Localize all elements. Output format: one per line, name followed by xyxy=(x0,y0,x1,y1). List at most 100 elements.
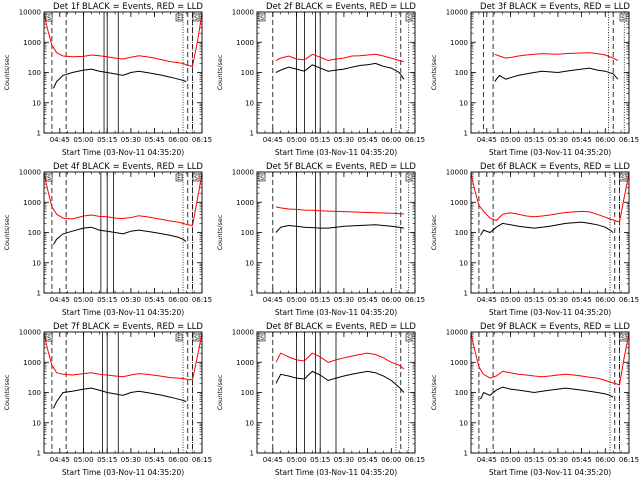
chart-det-2: Det 2f BLACK = Events, RED = LLD Counts/s… xyxy=(216,2,425,157)
series-red-lld-line xyxy=(43,333,203,381)
plot-frame xyxy=(43,331,203,454)
chart-det-1: Det 1f BLACK = Events, RED = LLD Counts/s… xyxy=(3,2,212,157)
x-tick-label: 05:45 xyxy=(358,456,378,464)
edge-marker-label: E xyxy=(177,335,181,342)
plot-frame xyxy=(256,11,416,134)
y-tick-label: 1 xyxy=(464,290,468,298)
x-tick-label: 06:00 xyxy=(595,136,615,144)
y-tick-label: 1000 xyxy=(23,39,41,47)
x-tick-label: 06:00 xyxy=(168,456,188,464)
x-tick-label: 04:45 xyxy=(263,456,283,464)
edge-marker-box xyxy=(45,333,53,342)
x-tick-label: 06:00 xyxy=(381,296,401,304)
x-tick-label: 06:15 xyxy=(619,456,639,464)
y-tick-label: 10000 xyxy=(19,329,41,337)
edge-marker-box xyxy=(192,173,200,182)
edge-marker-box xyxy=(258,333,266,342)
chart-title: Det 1f BLACK = Events, RED = LLD xyxy=(53,2,203,12)
y-tick-label: 1 xyxy=(250,130,254,138)
chart-title: Det 7f BLACK = Events, RED = LLD xyxy=(53,322,203,332)
y-tick-label: 1 xyxy=(37,290,41,298)
edge-marker-label: S xyxy=(47,175,51,182)
x-tick-label: 05:15 xyxy=(524,296,544,304)
y-tick-label: 100 xyxy=(241,229,254,237)
x-axis-label: Start Time (03-Nov-11 04:35:20) xyxy=(489,468,611,477)
edge-marker-label: S xyxy=(47,15,51,22)
x-tick-label: 05:30 xyxy=(334,136,354,144)
x-tick-label: 05:15 xyxy=(310,296,330,304)
x-tick-label: 05:00 xyxy=(286,456,306,464)
x-tick-label: 05:15 xyxy=(524,136,544,144)
y-tick-label: 1000 xyxy=(450,39,468,47)
series-black-events-line xyxy=(53,68,187,89)
x-tick-label: 05:45 xyxy=(572,456,592,464)
x-axis-label: Start Time (03-Nov-11 04:35:20) xyxy=(275,468,397,477)
y-axis-label: Counts/sec xyxy=(216,374,224,410)
chart-title: Det 3f BLACK = Events, RED = LLD xyxy=(480,2,630,12)
y-tick-label: 100 xyxy=(241,389,254,397)
x-tick-label: 06:00 xyxy=(595,456,615,464)
edge-marker-box xyxy=(258,173,266,182)
plot-frame xyxy=(470,11,630,134)
y-axis-label: Counts/sec xyxy=(3,54,11,90)
edge-marker-box xyxy=(45,173,53,182)
x-tick-label: 05:30 xyxy=(121,296,141,304)
y-tick-label: 100 xyxy=(28,69,41,77)
series-black-events-line xyxy=(480,221,614,236)
edge-marker-label: S xyxy=(407,175,411,182)
y-tick-label: 100 xyxy=(455,229,468,237)
series-red-lld-line xyxy=(43,13,203,67)
x-tick-label: 04:45 xyxy=(50,456,70,464)
plot-frame xyxy=(43,11,203,134)
chart-det-6: Det 6f BLACK = Events, RED = LLD Counts/s… xyxy=(430,162,639,317)
chart-det-4: Det 4f BLACK = Events, RED = LLD Counts/s… xyxy=(3,162,212,317)
edge-marker-box xyxy=(619,13,627,22)
edge-marker-label: S xyxy=(47,335,51,342)
plot-frame xyxy=(43,171,203,294)
chart-det-3: Det 3f BLACK = Events, RED = LLD Counts/s… xyxy=(430,2,639,157)
x-tick-label: 05:00 xyxy=(73,456,93,464)
plot-frame xyxy=(256,171,416,294)
y-tick-label: 10000 xyxy=(19,169,41,177)
series-black-events-line xyxy=(53,226,187,245)
x-tick-label: 05:30 xyxy=(548,456,568,464)
edge-marker-box xyxy=(619,173,627,182)
x-tick-label: 06:15 xyxy=(405,456,425,464)
x-tick-label: 05:15 xyxy=(97,296,117,304)
y-axis-label: Counts/sec xyxy=(3,374,11,410)
x-tick-label: 04:45 xyxy=(50,136,70,144)
y-tick-label: 1 xyxy=(464,130,468,138)
y-tick-label: 100 xyxy=(28,389,41,397)
y-tick-label: 1000 xyxy=(236,199,254,207)
y-tick-label: 10 xyxy=(245,259,254,267)
edge-marker-box xyxy=(405,13,413,22)
edge-marker-box xyxy=(45,13,53,22)
x-tick-label: 05:00 xyxy=(500,136,520,144)
y-tick-label: 1000 xyxy=(23,359,41,367)
x-tick-label: 06:15 xyxy=(192,136,212,144)
x-tick-label: 06:15 xyxy=(192,456,212,464)
edge-marker-box xyxy=(619,333,627,342)
x-tick-label: 06:00 xyxy=(168,136,188,144)
x-tick-label: 05:45 xyxy=(572,296,592,304)
y-tick-label: 100 xyxy=(28,229,41,237)
y-axis-label: Counts/sec xyxy=(430,214,438,250)
x-axis-label: Start Time (03-Nov-11 04:35:20) xyxy=(62,308,184,317)
x-tick-label: 05:00 xyxy=(286,136,306,144)
edge-marker-label: S xyxy=(621,335,625,342)
edge-marker-box xyxy=(175,13,183,22)
chart-title: Det 6f BLACK = Events, RED = LLD xyxy=(480,162,630,172)
edge-marker-label: S xyxy=(260,335,264,342)
edge-marker-label: S xyxy=(194,15,198,22)
series-black-events-line xyxy=(480,386,614,400)
chart-det-8: Det 8f BLACK = Events, RED = LLD Counts/s… xyxy=(216,322,425,477)
chart-title: Det 8f BLACK = Events, RED = LLD xyxy=(266,322,416,332)
edge-marker-label: S xyxy=(407,15,411,22)
x-tick-label: 05:15 xyxy=(310,136,330,144)
chart-title: Det 5f BLACK = Events, RED = LLD xyxy=(266,162,416,172)
x-tick-label: 05:00 xyxy=(286,296,306,304)
y-tick-label: 100 xyxy=(455,69,468,77)
y-tick-label: 10 xyxy=(32,419,41,427)
series-black-events-line xyxy=(53,387,187,409)
